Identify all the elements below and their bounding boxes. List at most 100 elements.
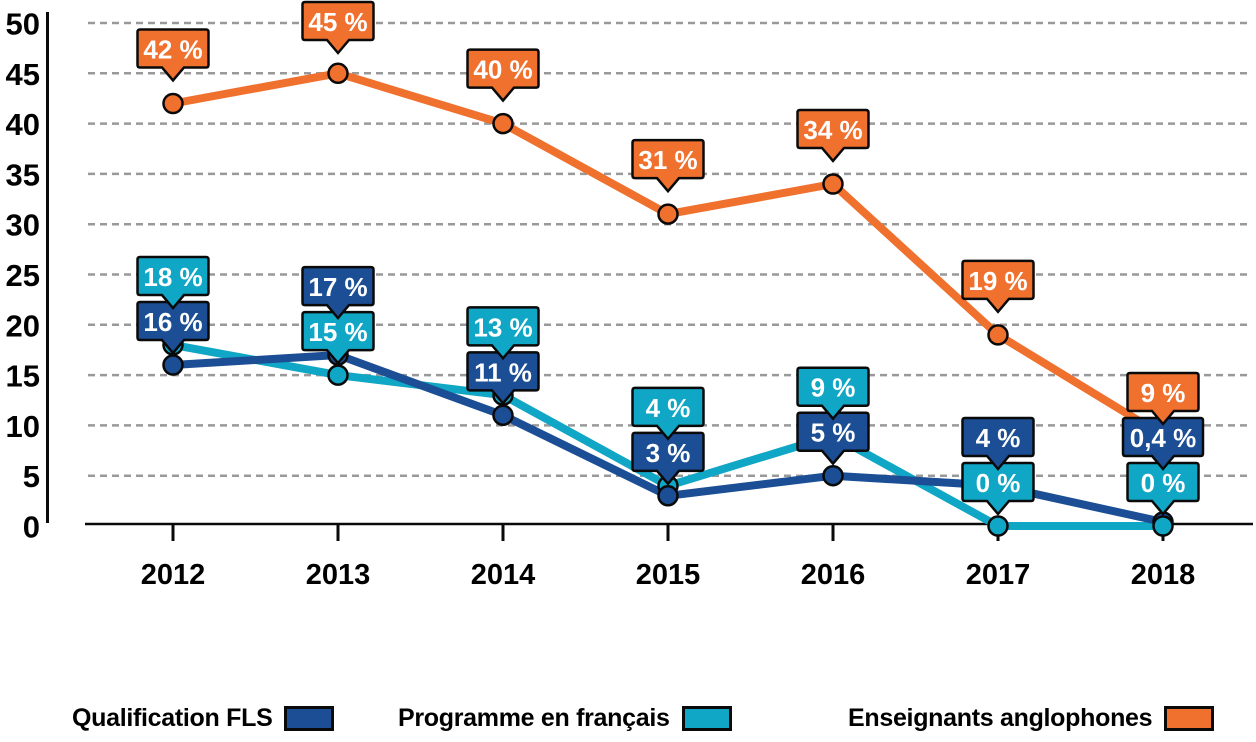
callout-bubble (466, 48, 540, 103)
data-label-qualification-fls-2012: 16 % (136, 300, 210, 355)
data-point-enseignants-anglophones-2012 (162, 92, 184, 115)
data-label-programme-en-francais-2013: 15 % (301, 310, 375, 366)
callout-bubble (136, 255, 210, 310)
callout-value: 42 % (143, 34, 202, 64)
data-point-enseignants-anglophones-2016 (822, 173, 844, 195)
callout-bubble (1121, 416, 1205, 471)
legend-swatch-enseignants-anglophones (1164, 705, 1215, 731)
callout-value: 0,4 % (1130, 423, 1197, 453)
callout-bubble (631, 386, 705, 441)
y-axis-label-50: 50 (6, 7, 40, 42)
callout-value: 9 % (811, 373, 856, 403)
callout-value: 0 % (1141, 468, 1186, 498)
callout-value: 15 % (308, 317, 367, 347)
x-axis-label-2012: 2012 (141, 559, 206, 591)
callout-value: 0 % (976, 468, 1021, 498)
callout-value: 31 % (638, 145, 697, 175)
data-label-programme-en-francais-2014: 13 % (466, 306, 540, 361)
legend-label-enseignants-anglophones: Enseignants anglophones (848, 703, 1153, 732)
data-label-qualification-fls-2017: 4 % (961, 416, 1035, 471)
callout-bubble (631, 431, 705, 486)
callout-bubble (136, 28, 210, 83)
callout-value: 5 % (811, 418, 856, 448)
legend-item-qualification-fls: Qualification FLS (72, 698, 335, 738)
data-point-enseignants-anglophones-2014 (492, 112, 514, 135)
y-axis-label-5: 5 (23, 459, 40, 494)
y-axis-label-45: 45 (6, 57, 40, 92)
x-axis-label-2013: 2013 (306, 559, 371, 591)
data-label-enseignants-anglophones-2013: 45 % (301, 0, 375, 55)
callout-bubble (796, 366, 870, 421)
data-point-enseignants-anglophones-2015 (657, 203, 679, 225)
data-point-qualification-fls-2014 (492, 404, 514, 427)
callout-value: 16 % (143, 307, 202, 337)
y-axis-label-20: 20 (6, 308, 40, 343)
callout-bubble (961, 461, 1035, 516)
callout-value: 34 % (803, 115, 862, 145)
data-point-programme-en-francais-2013 (327, 364, 349, 386)
data-label-qualification-fls-2018: 0,4 % (1121, 416, 1205, 471)
legend-swatch-qualification-fls (284, 705, 335, 731)
y-axis-label-0: 0 (23, 510, 40, 545)
y-axis-label-10: 10 (6, 409, 40, 444)
callout-bubble (466, 306, 540, 361)
callout-value: 4 % (976, 423, 1021, 453)
x-axis-label-2017: 2017 (966, 559, 1031, 591)
callout-bubble (301, 265, 375, 321)
callout-bubble (961, 416, 1035, 471)
x-axis-label-2015: 2015 (636, 559, 701, 591)
callout-bubble (301, 0, 375, 55)
data-label-enseignants-anglophones-2012: 42 % (136, 28, 210, 83)
data-label-programme-en-francais-2018: 0 % (1126, 461, 1200, 516)
data-point-qualification-fls-2015 (657, 485, 679, 507)
data-label-qualification-fls-2013: 17 % (301, 265, 375, 321)
legend-item-enseignants-anglophones: Enseignants anglophones (848, 698, 1215, 738)
callout-value: 18 % (143, 262, 202, 292)
legend-swatch-programme-en-francais (681, 705, 732, 731)
callout-bubble (796, 108, 870, 163)
callout-bubble (796, 411, 870, 466)
y-axis-label-15: 15 (6, 359, 40, 394)
chart-legend: Qualification FLS Programme en français … (0, 698, 1256, 738)
data-label-programme-en-francais-2012: 18 % (136, 255, 210, 310)
data-label-enseignants-anglophones-2017: 19 % (961, 259, 1035, 314)
callout-bubble (136, 300, 210, 355)
x-axis-label-2016: 2016 (801, 559, 866, 591)
data-label-enseignants-anglophones-2015: 31 % (631, 138, 705, 194)
y-axis-label-25: 25 (6, 258, 40, 293)
callout-bubble (1126, 461, 1200, 516)
data-label-qualification-fls-2014: 11 % (466, 351, 540, 406)
callout-value: 45 % (308, 7, 367, 37)
data-point-qualification-fls-2016 (822, 464, 844, 487)
callout-value: 11 % (474, 357, 532, 387)
y-axis-label-35: 35 (6, 157, 40, 192)
y-axis-label-30: 30 (6, 208, 40, 243)
callout-bubble (466, 351, 540, 406)
callout-value: 40 % (473, 55, 532, 85)
data-point-programme-en-francais-2018 (1152, 515, 1174, 537)
callout-value: 19 % (968, 266, 1027, 296)
callout-bubble (301, 310, 375, 366)
callout-value: 17 % (308, 272, 367, 302)
data-label-enseignants-anglophones-2014: 40 % (466, 48, 540, 103)
callout-bubble (961, 259, 1035, 314)
data-point-programme-en-francais-2017 (987, 515, 1009, 537)
callout-value: 3 % (646, 438, 691, 468)
callout-value: 9 % (1141, 378, 1186, 408)
data-label-enseignants-anglophones-2016: 34 % (796, 108, 870, 163)
data-point-qualification-fls-2012 (162, 354, 184, 376)
x-axis-label-2018: 2018 (1131, 559, 1196, 591)
legend-label-programme-en-francais: Programme en français (398, 703, 670, 732)
callout-value: 4 % (646, 393, 691, 423)
data-label-qualification-fls-2016: 5 % (796, 411, 870, 466)
callout-value: 13 % (473, 312, 532, 342)
legend-item-programme-en-francais: Programme en français (398, 698, 732, 738)
data-point-enseignants-anglophones-2017 (987, 324, 1009, 346)
data-label-enseignants-anglophones-2018: 9 % (1126, 371, 1200, 426)
callout-bubble (631, 138, 705, 194)
data-point-enseignants-anglophones-2013 (327, 62, 349, 85)
legend-label-qualification-fls: Qualification FLS (72, 703, 273, 732)
x-axis-label-2014: 2014 (471, 559, 536, 591)
series-line-enseignants-anglophones (172, 69, 1166, 439)
